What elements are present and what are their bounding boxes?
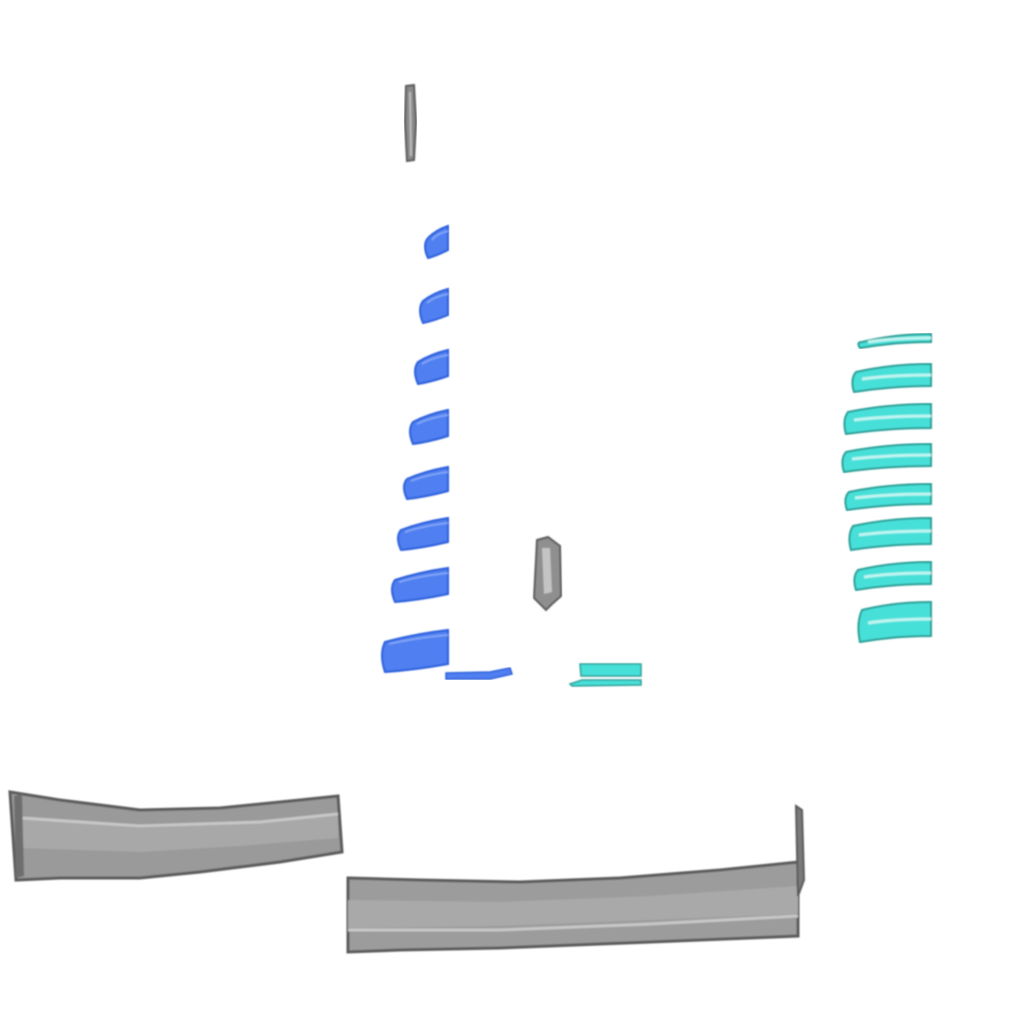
teal-stroke	[844, 482, 932, 512]
grey-peg-center	[532, 535, 563, 612]
teal-stroke	[841, 442, 932, 474]
grey-tick-top	[403, 83, 418, 163]
teal-stroke	[851, 362, 932, 394]
blue-stroke	[419, 287, 449, 325]
teal-stroke	[857, 332, 932, 350]
blue-stroke	[414, 348, 449, 386]
blue-stroke	[409, 408, 449, 446]
blue-stroke	[403, 465, 449, 501]
blue-stroke-column	[381, 224, 449, 674]
grey-bar-left	[8, 790, 344, 882]
teal-stroke	[853, 560, 932, 592]
blue-stroke	[397, 516, 449, 552]
blue-stroke	[391, 566, 449, 604]
teal-stroke-small	[568, 663, 642, 687]
blue-stroke	[381, 628, 449, 674]
teal-stroke	[843, 402, 932, 436]
grey-bar-bottom	[346, 804, 806, 954]
blue-stroke-small	[445, 667, 513, 680]
teal-stroke-column	[841, 332, 932, 644]
teal-stroke	[848, 516, 932, 552]
teal-stroke	[857, 600, 932, 644]
blue-stroke	[424, 224, 449, 260]
